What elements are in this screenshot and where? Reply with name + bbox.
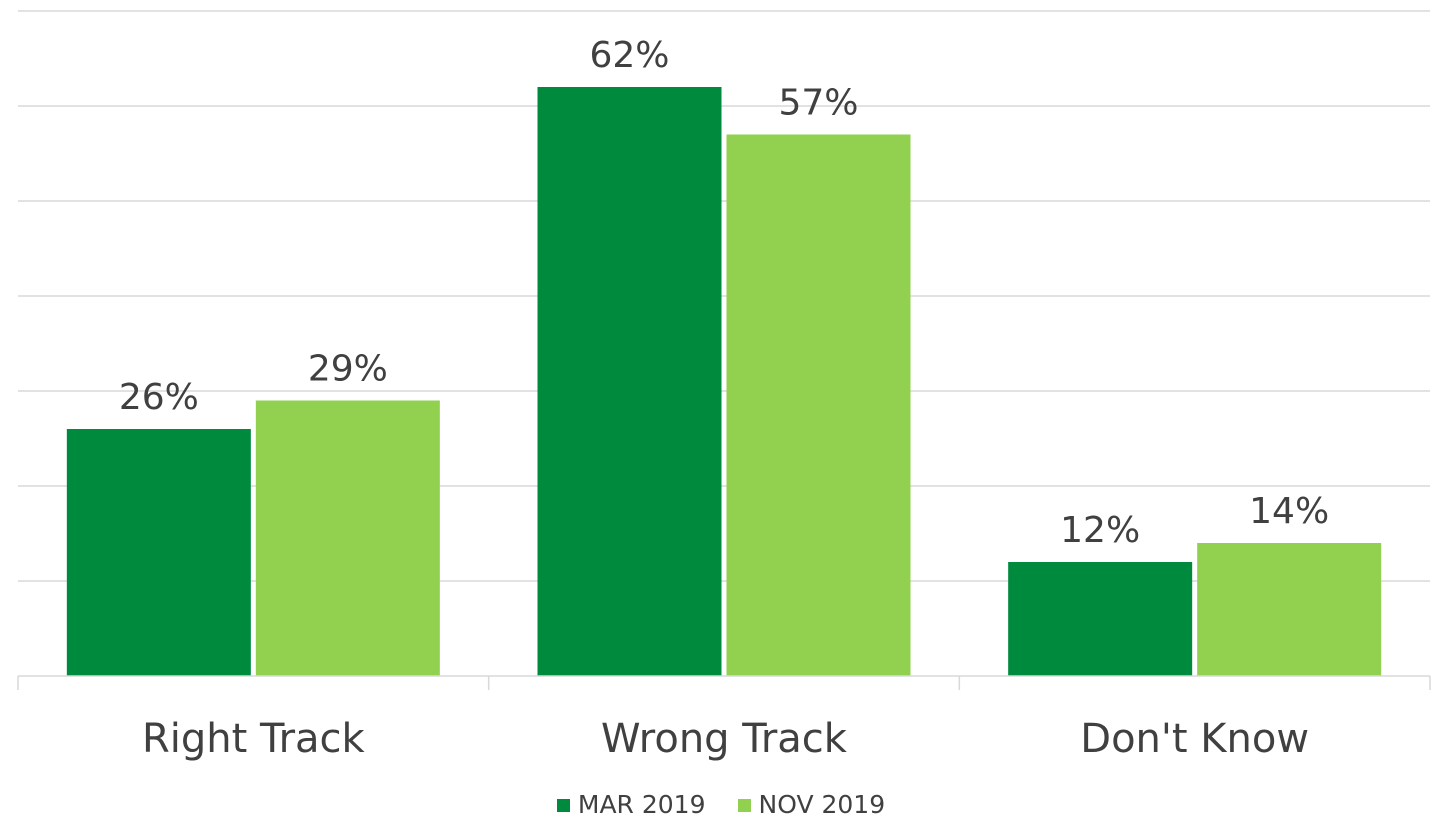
legend-swatch-nov-2019: [737, 798, 751, 812]
bar-mar-2019: [537, 87, 722, 676]
bars: [66, 87, 1382, 676]
gridlines: [18, 10, 1430, 582]
legend-label-mar-2019: MAR 2019: [577, 790, 706, 819]
data-label: 12%: [1060, 510, 1140, 551]
bar-nov-2019: [255, 400, 440, 676]
data-label: 14%: [1249, 491, 1329, 532]
legend-item-nov-2019: NOV 2019: [737, 790, 886, 820]
bar-mar-2019: [66, 429, 251, 676]
data-label: 29%: [308, 349, 388, 390]
data-label: 26%: [119, 377, 199, 418]
x-axis: Right Track Wrong Track Don't Know: [17, 675, 1431, 762]
category-label: Right Track: [142, 716, 366, 762]
legend-swatch-mar-2019: [556, 798, 570, 812]
data-label: 62%: [589, 35, 669, 76]
bar-nov-2019: [1197, 543, 1382, 676]
category-label: Don't Know: [1080, 716, 1309, 762]
legend-label-nov-2019: NOV 2019: [758, 790, 886, 819]
bar-mar-2019: [1008, 562, 1193, 676]
data-labels: 26% 29% 62% 57% 12% 14%: [119, 35, 1329, 551]
legend: MAR 2019 NOV 2019: [0, 790, 1442, 820]
bar-nov-2019: [726, 134, 911, 676]
category-label: Wrong Track: [601, 716, 848, 762]
data-label: 57%: [778, 83, 858, 124]
legend-item-mar-2019: MAR 2019: [556, 790, 706, 820]
